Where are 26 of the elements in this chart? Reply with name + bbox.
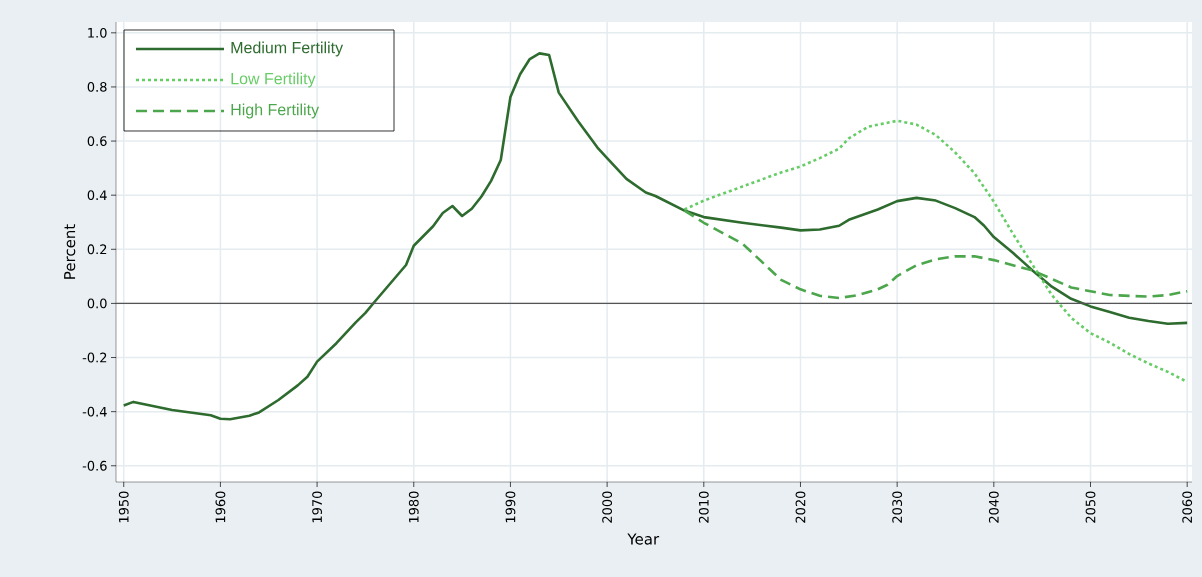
y-tick-label: 0.2 xyxy=(87,244,107,255)
text: High Fertility xyxy=(231,103,320,119)
x-axis-title: Year xyxy=(627,533,660,545)
y-tick-label: 0.0 xyxy=(87,298,107,309)
y-tick-label: -0.4 xyxy=(82,406,107,417)
x-tick-label: 1980 xyxy=(408,491,419,523)
x-tick-label: 1970 xyxy=(312,491,323,523)
y-tick-label: -0.6 xyxy=(82,460,107,471)
x-tick-label: 2010 xyxy=(698,491,709,523)
x-tick-label: 1960 xyxy=(215,491,226,523)
text: Medium Fertility xyxy=(231,41,344,57)
x-tick-label: 2000 xyxy=(602,491,613,523)
text: Low Fertility xyxy=(231,72,316,88)
x-tick-label: 1990 xyxy=(505,491,516,523)
x-tick-label: 2060 xyxy=(1182,491,1193,523)
y-tick-label: 0.8 xyxy=(87,82,107,92)
x-tick-label: 2040 xyxy=(988,491,999,523)
x-tick-label: 1950 xyxy=(118,491,129,523)
y-tick-label: 0.6 xyxy=(87,136,107,146)
y-tick-label: 0.4 xyxy=(87,190,107,201)
y-tick-label: -0.2 xyxy=(82,352,107,363)
y-axis-title: Percent xyxy=(64,224,76,279)
y-tick-label: 1.0 xyxy=(88,27,107,38)
x-tick-label: 2030 xyxy=(892,491,903,523)
x-tick-label: 2020 xyxy=(795,491,806,523)
x-tick-label: 2050 xyxy=(1085,491,1096,523)
